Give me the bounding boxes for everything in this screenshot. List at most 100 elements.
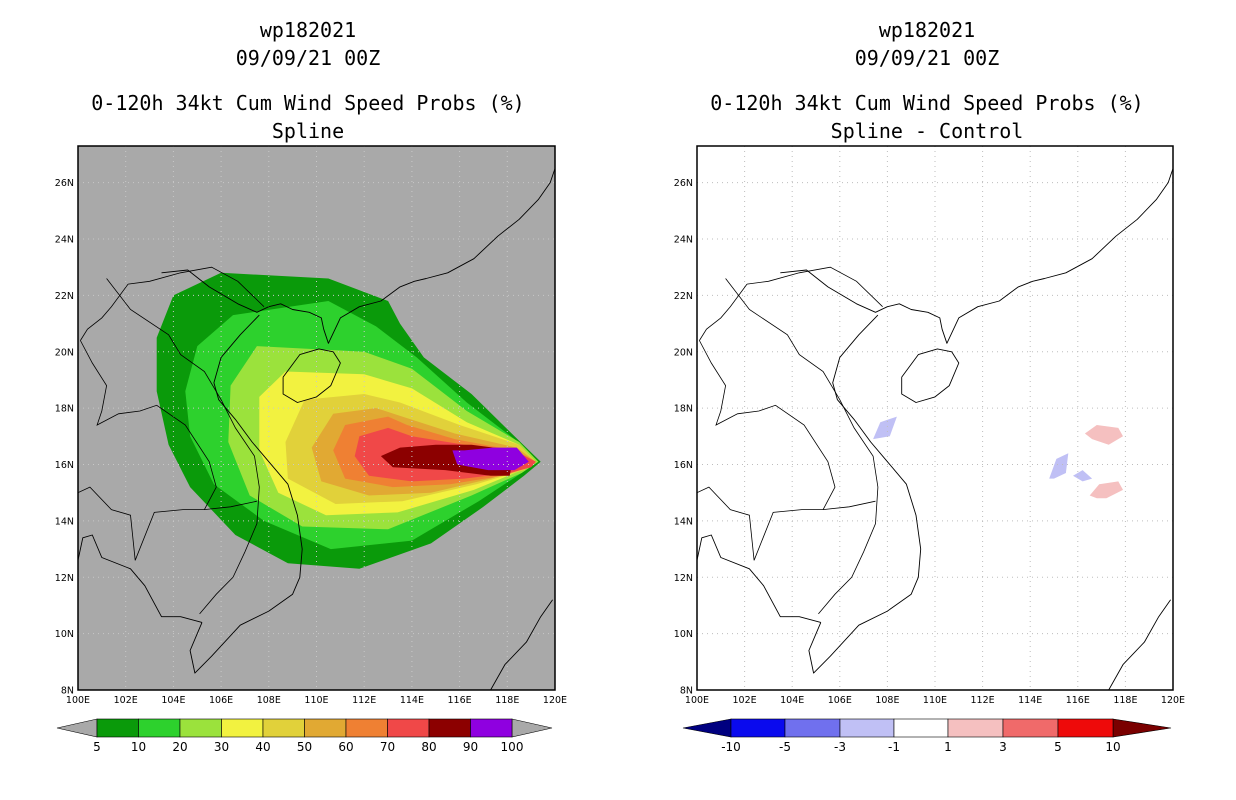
country-border-line — [80, 283, 129, 341]
colorbar-label: 60 — [338, 740, 353, 754]
x-tick-label: 110E — [923, 695, 947, 706]
x-tick-label: 120E — [543, 695, 567, 706]
y-tick-label: 22N — [674, 291, 693, 302]
country-border-line — [746, 266, 883, 307]
left-x-axis-labels: 100E 102E 104E 106E 108E 110E 112E 114E 116E 118E… — [66, 695, 567, 706]
right-y-axis-labels: 8N 10N 12N 14N 16N 18N 20N 22N 24N 26N — [674, 178, 693, 696]
gulf-of-thailand-line — [697, 534, 821, 623]
colorbar-swatch — [947, 718, 1004, 738]
contour-90-percent — [452, 447, 529, 471]
country-border-line — [753, 500, 876, 561]
y-tick-label: 12N — [55, 573, 74, 584]
gulf-of-thailand-line — [78, 534, 203, 623]
x-tick-label: 110E — [304, 695, 328, 706]
y-tick-label: 8N — [61, 686, 74, 697]
x-tick-label: 118E — [495, 695, 519, 706]
left-title-date: 09/09/21 00Z — [236, 46, 381, 70]
right-title-storm-id: wp182021 — [879, 18, 975, 42]
y-tick-label: 18N — [55, 404, 74, 415]
x-tick-label: 104E — [161, 695, 185, 706]
colorbar-left-arrow — [682, 718, 732, 738]
country-border-line — [128, 266, 265, 307]
colorbar-label: -5 — [779, 740, 791, 754]
hainan-line — [282, 348, 341, 403]
colorbar-swatch — [179, 718, 222, 738]
colorbar-swatch — [96, 718, 139, 738]
x-tick-label: 118E — [1113, 695, 1137, 706]
left-gridlines — [78, 146, 555, 690]
left-map-frame — [77, 145, 556, 691]
x-tick-label: 106E — [209, 695, 233, 706]
x-tick-label: 102E — [733, 695, 757, 706]
right-gridlines — [697, 146, 1173, 690]
colorbar-right-arrow — [511, 718, 553, 738]
difference-patch — [1073, 470, 1093, 482]
x-tick-label: 116E — [1066, 695, 1090, 706]
right-map-background — [697, 146, 1173, 690]
left-title-storm-id: wp182021 — [260, 18, 356, 42]
colorbar-swatch — [387, 718, 430, 738]
colorbar-swatch — [893, 718, 949, 738]
x-tick-label: 112E — [352, 695, 376, 706]
colorbar-swatch — [784, 718, 841, 738]
country-border-line — [134, 500, 257, 561]
left-title-product: 0-120h 34kt Cum Wind Speed Probs (%) — [91, 91, 524, 115]
colorbar-label: 10 — [1105, 740, 1120, 754]
left-colorbar: 5 10 20 30 40 50 60 70 80 90 100 — [56, 718, 553, 754]
y-tick-label: 10N — [674, 629, 693, 640]
y-tick-label: 20N — [55, 347, 74, 358]
x-tick-label: 108E — [257, 695, 281, 706]
colorbar-swatch — [1057, 718, 1114, 738]
china-coast-line — [780, 168, 1173, 344]
china-coast-line — [161, 168, 555, 344]
right-title-product: 0-120h 34kt Cum Wind Speed Probs (%) — [710, 91, 1143, 115]
left-probability-contours — [156, 272, 541, 569]
x-tick-label: 114E — [1018, 695, 1042, 706]
colorbar-swatch — [470, 718, 513, 738]
colorbar-swatch — [262, 718, 305, 738]
colorbar-label: -1 — [888, 740, 900, 754]
colorbar-label: 5 — [93, 740, 101, 754]
colorbar-label: 80 — [421, 740, 436, 754]
colorbar-swatch — [839, 718, 895, 738]
colorbar-left-arrow — [56, 718, 98, 738]
y-tick-label: 20N — [674, 347, 693, 358]
colorbar-label: 3 — [999, 740, 1007, 754]
colorbar-label: 100 — [501, 740, 524, 754]
left-y-axis-labels: 8N 10N 12N 14N 16N 18N 20N 22N 24N 26N — [55, 178, 74, 696]
colorbar-label: -10 — [721, 740, 741, 754]
right-coastlines — [697, 168, 1173, 690]
left-title-method: Spline — [272, 119, 344, 143]
left-panel: wp182021 09/09/21 00Z 0-120h 34kt Cum Wi… — [55, 18, 567, 754]
borneo-palawan-line — [1108, 599, 1171, 690]
y-tick-label: 14N — [674, 516, 693, 527]
colorbar-label: -3 — [834, 740, 846, 754]
difference-patch — [873, 416, 897, 440]
colorbar-label: 40 — [255, 740, 270, 754]
left-coastlines — [78, 168, 555, 690]
country-border-line — [699, 340, 836, 510]
colorbar-label: 1 — [944, 740, 952, 754]
colorbar-label: 30 — [214, 740, 229, 754]
x-tick-label: 100E — [685, 695, 709, 706]
colorbar-swatch — [138, 718, 181, 738]
borneo-palawan-line — [490, 599, 553, 690]
colorbar-swatch — [221, 718, 264, 738]
colorbar-swatch — [304, 718, 347, 738]
y-tick-label: 14N — [55, 516, 74, 527]
colorbar-swatch — [345, 718, 388, 738]
right-difference-patches — [873, 416, 1123, 499]
vietnam-coast-line — [808, 314, 922, 674]
colorbar-label: 20 — [172, 740, 187, 754]
y-tick-label: 24N — [55, 235, 74, 246]
y-tick-label: 16N — [674, 460, 693, 471]
right-x-axis-labels: 100E 102E 104E 106E 108E 110E 112E 114E 116E 118E… — [685, 695, 1185, 706]
colorbar-label: 90 — [463, 740, 478, 754]
y-tick-label: 16N — [55, 460, 74, 471]
difference-patch — [1049, 453, 1069, 479]
country-border-line — [80, 340, 217, 510]
x-tick-label: 114E — [400, 695, 424, 706]
colorbar-right-arrow — [1112, 718, 1172, 738]
colorbar-swatch — [428, 718, 471, 738]
